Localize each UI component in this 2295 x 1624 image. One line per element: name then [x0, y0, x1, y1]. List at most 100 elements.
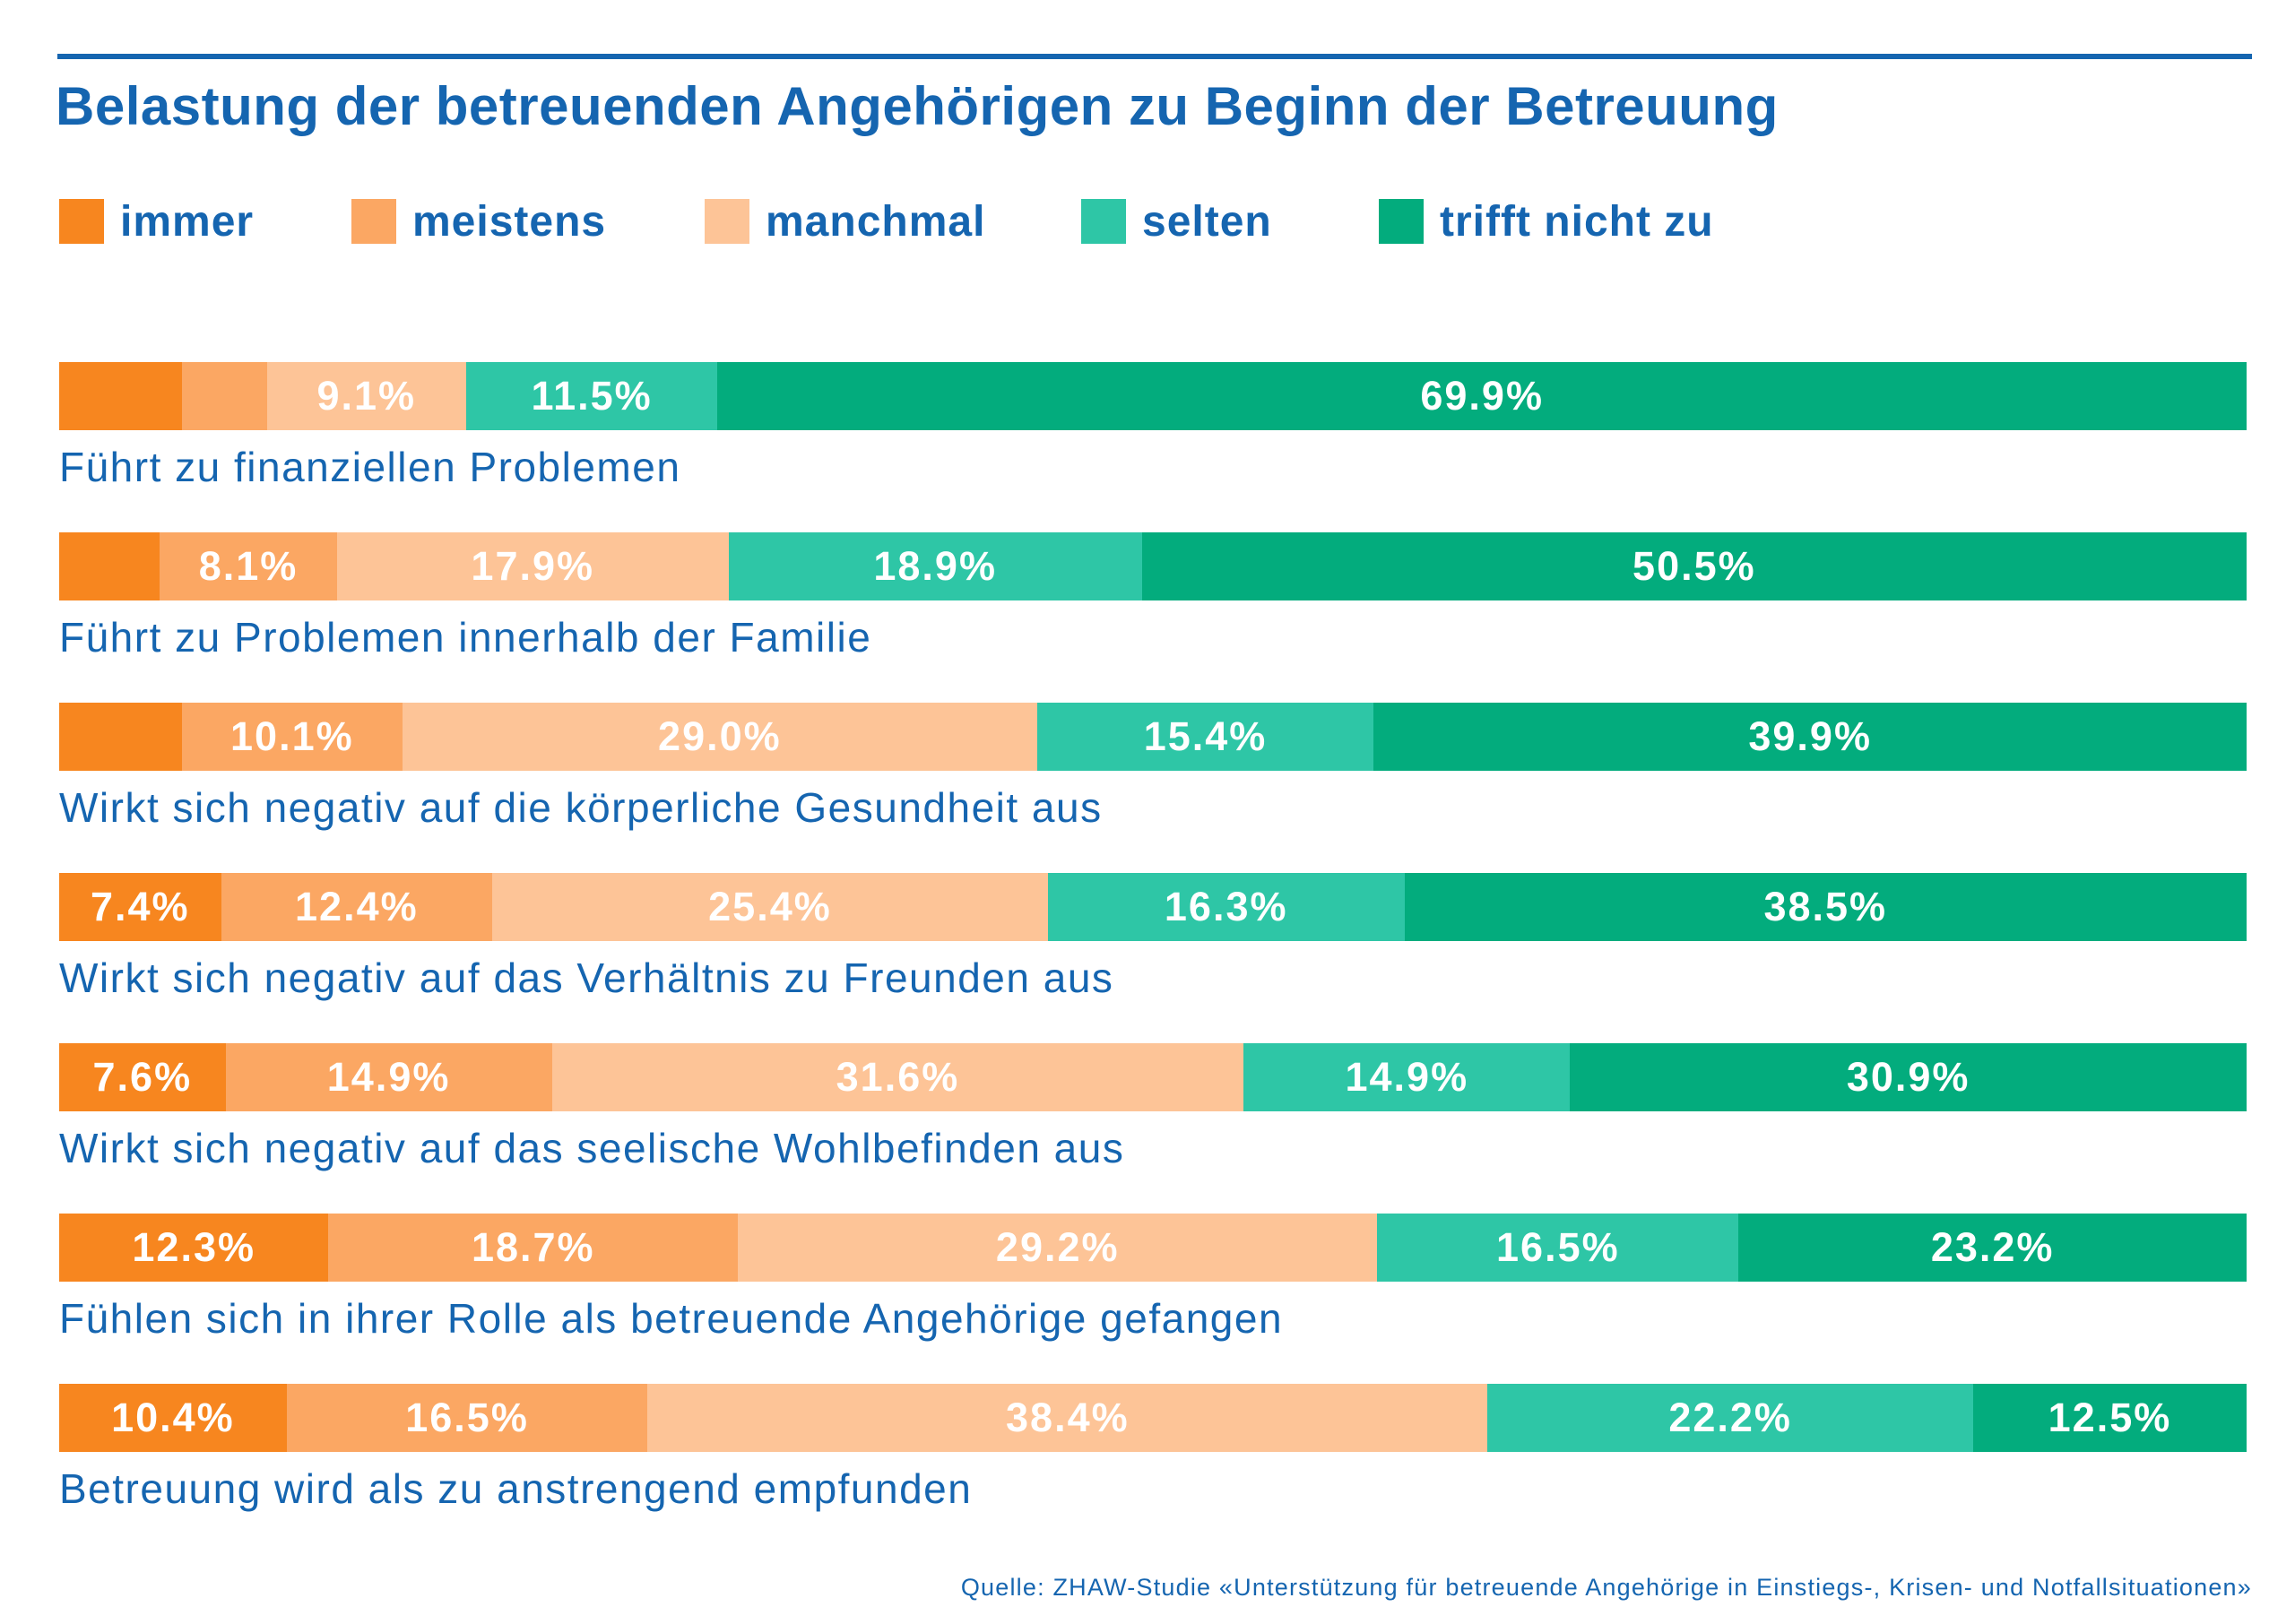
stacked-bar-0: 9.1% 11.5% 69.9% — [59, 362, 2247, 430]
legend-label-0: immer — [120, 197, 255, 246]
bar-segment-1-3: 18.9% — [728, 532, 1142, 600]
data-label-4-4: 30.9% — [1846, 1054, 1970, 1100]
data-label-3-4: 38.5% — [1763, 884, 1888, 929]
top-rule — [57, 54, 2252, 59]
bar-segment-2-0 — [59, 703, 182, 771]
bar-segment-2-3: 15.4% — [1036, 703, 1374, 771]
category-label-2: Wirkt sich negativ auf die körperliche G… — [59, 784, 1103, 831]
bar-segment-3-4: 38.5% — [1404, 873, 2247, 941]
bar-segment-5-3: 16.5% — [1377, 1214, 1739, 1282]
legend-label-3: selten — [1142, 197, 1272, 246]
data-label-3-1: 12.4% — [295, 884, 419, 929]
bar-segment-1-2: 17.9% — [336, 532, 729, 600]
stacked-bar-1: 8.1% 17.9% 18.9% 50.5% — [59, 532, 2247, 600]
data-label-2-2: 29.0% — [658, 713, 782, 759]
bar-segment-6-3: 22.2% — [1487, 1384, 1973, 1452]
bar-segment-1-0 — [59, 532, 160, 600]
data-label-1-3: 18.9% — [873, 543, 997, 589]
bar-segment-0-1 — [181, 362, 267, 430]
data-label-3-3: 16.3% — [1164, 884, 1288, 929]
legend-label-2: manchmal — [766, 197, 986, 246]
data-label-6-4: 12.5% — [2048, 1395, 2172, 1440]
bar-segment-3-0: 7.4% — [59, 873, 221, 941]
data-label-5-4: 23.2% — [1930, 1224, 2055, 1270]
data-label-3-0: 7.4% — [90, 884, 190, 929]
data-label-6-3: 22.2% — [1668, 1395, 1792, 1440]
legend-label-4: trifft nicht zu — [1440, 197, 1714, 246]
bar-segment-5-2: 29.2% — [738, 1214, 1378, 1282]
data-label-2-1: 10.1% — [230, 713, 354, 759]
bar-segment-2-4: 39.9% — [1373, 703, 2247, 771]
legend-label-1: meistens — [412, 197, 607, 246]
legend: immer meistens manchmal selten trifft nicht … — [59, 197, 2247, 246]
bar-segment-0-3: 11.5% — [465, 362, 718, 430]
bar-segment-1-4: 50.5% — [1141, 532, 2247, 600]
bar-segment-2-2: 29.0% — [403, 703, 1037, 771]
bar-segment-4-1: 14.9% — [225, 1043, 552, 1111]
stacked-bar-5: 12.3% 18.7% 29.2% 16.5% 23.2% — [59, 1214, 2247, 1282]
stacked-bar-3: 7.4% 12.4% 25.4% 16.3% 38.5% — [59, 873, 2247, 941]
legend-item-1: meistens — [351, 197, 607, 246]
bar-segment-6-2: 38.4% — [647, 1384, 1488, 1452]
bar-segment-0-4: 69.9% — [717, 362, 2247, 430]
data-label-6-0: 10.4% — [111, 1395, 235, 1440]
legend-swatch-3 — [1081, 199, 1126, 244]
legend-swatch-0 — [59, 199, 104, 244]
data-label-2-4: 39.9% — [1748, 713, 1872, 759]
data-label-4-3: 14.9% — [1345, 1054, 1469, 1100]
chart-title: Belastung der betreuenden Angehörigen zu… — [56, 76, 1779, 136]
bar-segment-5-1: 18.7% — [328, 1214, 739, 1282]
bar-segment-5-0: 12.3% — [59, 1214, 329, 1282]
data-label-5-0: 12.3% — [132, 1224, 255, 1270]
legend-swatch-1 — [351, 199, 396, 244]
bar-segment-0-0 — [59, 362, 182, 430]
data-label-4-2: 31.6% — [836, 1054, 960, 1100]
bar-segment-1-1: 8.1% — [160, 532, 337, 600]
legend-swatch-4 — [1379, 199, 1424, 244]
bar-segment-4-4: 30.9% — [1570, 1043, 2247, 1111]
bar-segment-3-2: 25.4% — [492, 873, 1048, 941]
stacked-bar-2: 10.1% 29.0% 15.4% 39.9% — [59, 703, 2247, 771]
legend-item-3: selten — [1081, 197, 1272, 246]
bar-segment-4-2: 31.6% — [551, 1043, 1244, 1111]
stacked-bar-4: 7.6% 14.9% 31.6% 14.9% 30.9% — [59, 1043, 2247, 1111]
bar-segment-5-4: 23.2% — [1738, 1214, 2247, 1282]
category-label-6: Betreuung wird als zu anstrengend empfun… — [59, 1465, 973, 1512]
data-label-5-2: 29.2% — [995, 1224, 1120, 1270]
bar-segment-3-3: 16.3% — [1047, 873, 1405, 941]
data-label-2-3: 15.4% — [1143, 713, 1268, 759]
category-label-3: Wirkt sich negativ auf das Verhältnis zu… — [59, 955, 1114, 1001]
category-label-5: Fühlen sich in ihrer Rolle als betreuend… — [59, 1295, 1284, 1342]
bar-segment-6-0: 10.4% — [59, 1384, 287, 1452]
category-label-0: Führt zu finanziellen Problemen — [59, 444, 681, 490]
data-label-1-1: 8.1% — [198, 543, 299, 589]
bar-segment-3-1: 12.4% — [221, 873, 493, 941]
data-label-3-2: 25.4% — [708, 884, 832, 929]
category-label-4: Wirkt sich negativ auf das seelische Woh… — [59, 1125, 1125, 1171]
data-label-5-3: 16.5% — [1496, 1224, 1620, 1270]
data-label-4-0: 7.6% — [92, 1054, 193, 1100]
source-note: Quelle: ZHAW-Studie «Unterstützung für b… — [960, 1574, 2252, 1601]
bar-segment-0-2: 9.1% — [266, 362, 466, 430]
data-label-1-4: 50.5% — [1632, 543, 1756, 589]
legend-item-2: manchmal — [705, 197, 986, 246]
legend-item-4: trifft nicht zu — [1379, 197, 1714, 246]
data-label-0-3: 11.5% — [531, 373, 653, 419]
data-label-1-2: 17.9% — [471, 543, 595, 589]
data-label-6-2: 38.4% — [1006, 1395, 1130, 1440]
bar-segment-6-1: 16.5% — [286, 1384, 648, 1452]
legend-swatch-2 — [705, 199, 749, 244]
data-label-4-1: 14.9% — [326, 1054, 451, 1100]
bar-segment-4-0: 7.6% — [59, 1043, 226, 1111]
data-label-6-1: 16.5% — [405, 1395, 529, 1440]
legend-item-0: immer — [59, 197, 255, 246]
data-label-0-2: 9.1% — [316, 373, 417, 419]
bar-segment-4-3: 14.9% — [1243, 1043, 1571, 1111]
bar-segment-2-1: 10.1% — [181, 703, 403, 771]
bar-segment-6-4: 12.5% — [1972, 1384, 2247, 1452]
category-label-1: Führt zu Problemen innerhalb der Familie — [59, 614, 872, 661]
stacked-bar-6: 10.4% 16.5% 38.4% 22.2% 12.5% — [59, 1384, 2247, 1452]
data-label-5-1: 18.7% — [471, 1224, 595, 1270]
data-label-0-4: 69.9% — [1420, 373, 1544, 419]
